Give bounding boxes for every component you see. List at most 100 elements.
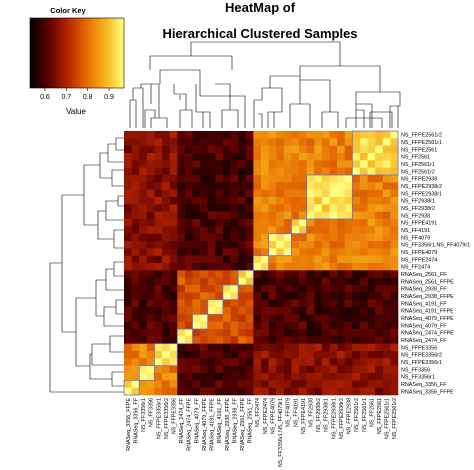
heatmap-cell (154, 248, 163, 256)
heatmap-cell (162, 131, 170, 139)
heatmap-cell (131, 307, 140, 315)
heatmap-cell (306, 197, 315, 205)
heatmap-cell (154, 153, 163, 161)
heatmap-cell (184, 277, 193, 286)
chart-title-line-1: HeatMap of (225, 0, 296, 15)
heatmap-cell (253, 387, 262, 396)
heatmap-cell (306, 248, 315, 256)
heatmap-cell (359, 131, 368, 139)
heatmap-cell (169, 226, 178, 234)
heatmap-cell (200, 373, 209, 381)
heatmap-cell (200, 292, 209, 300)
heatmap-cell (131, 219, 140, 227)
heatmap-cell (215, 343, 224, 352)
heatmap-cell (169, 138, 178, 146)
heatmap-cell (314, 255, 323, 264)
heatmap-cell (154, 358, 163, 366)
heatmap-cell (177, 373, 186, 381)
heatmap-cell (253, 358, 262, 366)
heatmap-cell (245, 226, 254, 234)
heatmap-cell (207, 153, 216, 161)
heatmap-cell (276, 197, 285, 205)
heatmap-cell (162, 329, 170, 337)
heatmap-cell (291, 285, 300, 293)
heatmap-cell (238, 373, 247, 381)
heatmap-cell (314, 241, 323, 249)
heatmap-cell (162, 241, 170, 249)
heatmap-cell (390, 175, 399, 183)
heatmap-cell (261, 270, 269, 278)
heatmap-cell (146, 380, 155, 388)
heatmap-cell (359, 299, 368, 308)
heatmap-cell (321, 197, 330, 205)
heatmap-cell (314, 248, 323, 256)
heatmap-cell (367, 365, 376, 374)
heatmap-cell (344, 233, 353, 242)
heatmap-cell (146, 131, 155, 139)
heatmap-cell (200, 299, 209, 308)
heatmap-cell (344, 329, 353, 337)
heatmap-cell (359, 351, 368, 359)
heatmap-cell (139, 358, 148, 366)
heatmap-cell (162, 255, 170, 264)
heatmap-cell (215, 160, 224, 168)
heatmap-cell (215, 153, 224, 161)
heatmap-cell (314, 219, 323, 227)
heatmap-cell (314, 365, 323, 374)
heatmap-cell (314, 373, 323, 381)
heatmap-cell (261, 160, 269, 168)
heatmap-cell (306, 285, 315, 293)
column-label: RNASeq_2474_FFPE (187, 398, 193, 451)
cluster-box (192, 313, 209, 330)
column-label: NS_FFPE2938r1 (331, 398, 337, 439)
heatmap-cell (124, 373, 132, 381)
heatmap-cell (329, 358, 338, 366)
heatmap-cell (268, 197, 277, 205)
heatmap-cell (238, 314, 247, 322)
heatmap-cell (200, 380, 209, 388)
column-label: NS_FF2474 (255, 398, 261, 427)
heatmap-cell (245, 153, 254, 161)
heatmap-cell (390, 145, 399, 154)
heatmap-cell (253, 153, 262, 161)
heatmap-cell (177, 277, 186, 286)
heatmap-cell (352, 263, 361, 271)
row-label: NS_FFPE3356 (401, 345, 437, 351)
heatmap-cell (146, 167, 155, 176)
column-label: NS_FFPE3356 (171, 398, 177, 434)
heatmap-cell (291, 365, 300, 374)
heatmap-cell (359, 307, 368, 315)
heatmap-cell (131, 241, 140, 249)
heatmap-cell (162, 277, 170, 286)
heatmap-cell (375, 387, 384, 396)
heatmap-cell (283, 314, 292, 322)
heatmap-cell (337, 211, 346, 220)
heatmap-cell (367, 204, 376, 212)
heatmap-cell (200, 131, 209, 139)
heatmap-cell (207, 299, 216, 308)
heatmap-cell (337, 336, 346, 344)
heatmap-cell (321, 351, 330, 359)
heatmap-cell (184, 358, 193, 366)
heatmap-cell (245, 138, 254, 146)
heatmap-cell (215, 351, 224, 359)
heatmap-cell (230, 226, 239, 234)
heatmap-cell (276, 351, 285, 359)
heatmap-cell (169, 153, 178, 161)
heatmap-cell (124, 219, 132, 227)
heatmap-cell (375, 365, 384, 374)
heatmap-cell (375, 211, 384, 220)
heatmap-cell (146, 138, 155, 146)
heatmap-cell (124, 138, 132, 146)
heatmap-cell (222, 182, 231, 190)
cluster-box (268, 233, 292, 257)
heatmap-cell (230, 314, 239, 322)
row-label: NS_FF2474 (401, 265, 430, 271)
heatmap-cell (268, 241, 277, 249)
heatmap-cell (329, 189, 338, 198)
heatmap-cell (321, 321, 330, 330)
heatmap-cell (177, 292, 186, 300)
column-label: NS_FF2561 (369, 398, 375, 427)
heatmap-cell (131, 336, 140, 344)
